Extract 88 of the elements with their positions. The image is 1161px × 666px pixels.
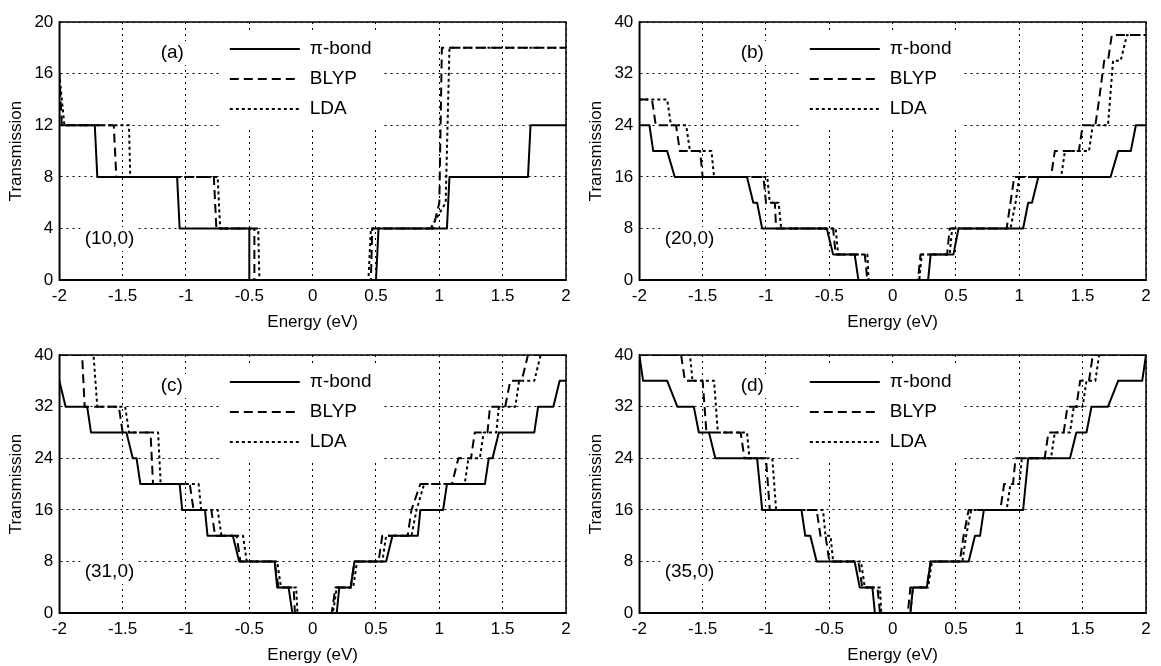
- x-tick-label: -1: [178, 286, 194, 306]
- y-tick-label: 8: [623, 551, 634, 571]
- x-tick-label: 2: [561, 286, 571, 306]
- y-axis-title: Transmission: [5, 433, 25, 535]
- legend-label: π-bond: [889, 370, 952, 392]
- annotation: (20,0): [664, 227, 715, 249]
- x-tick-label: 2: [1141, 286, 1151, 306]
- annotation: (10,0): [84, 227, 135, 249]
- x-tick-label: -2: [51, 286, 67, 306]
- x-tick-label: 2: [561, 619, 571, 639]
- y-tick-label: 8: [623, 218, 634, 238]
- x-tick-label: -2: [51, 619, 67, 639]
- y-tick-label: 16: [614, 499, 634, 519]
- x-tick-label: 0: [307, 619, 318, 639]
- y-tick-label: 24: [614, 114, 634, 134]
- x-tick-label: -0.5: [814, 619, 844, 639]
- y-tick-label: 0: [623, 602, 634, 622]
- x-axis-title: Energy (eV): [847, 645, 939, 665]
- annotation: (a): [160, 41, 184, 63]
- x-tick-label: 0.5: [364, 619, 388, 639]
- y-tick-label: 4: [43, 218, 54, 238]
- y-tick-label: 16: [614, 166, 634, 186]
- x-tick-label: 0: [887, 286, 898, 306]
- x-tick-label: -0.5: [814, 286, 844, 306]
- annotation: (31,0): [84, 560, 135, 582]
- x-tick-label: -1.5: [688, 619, 718, 639]
- y-tick-label: 32: [34, 396, 54, 416]
- x-tick-label: 0.5: [944, 619, 968, 639]
- x-tick-label: 1.5: [1070, 286, 1095, 306]
- y-tick-label: 8: [43, 166, 54, 186]
- x-axis-title: Energy (eV): [267, 312, 359, 332]
- y-tick-label: 24: [34, 447, 54, 467]
- x-tick-label: -1.5: [108, 286, 138, 306]
- legend-label: BLYP: [309, 400, 357, 422]
- annotation: (b): [740, 41, 764, 63]
- x-tick-label: 0: [887, 619, 898, 639]
- y-tick-label: 12: [34, 114, 54, 134]
- x-tick-label: -1.5: [108, 619, 138, 639]
- annotation: (d): [740, 374, 764, 396]
- x-tick-label: 2: [1141, 619, 1151, 639]
- x-tick-label: -1.5: [688, 286, 718, 306]
- y-axis-title: Transmission: [585, 433, 605, 535]
- y-axis-title: Transmission: [5, 100, 25, 202]
- y-tick-label: 16: [34, 63, 54, 83]
- annotation: (35,0): [664, 560, 715, 582]
- x-tick-label: 1: [1014, 286, 1025, 306]
- legend-label: BLYP: [889, 400, 937, 422]
- legend-label: π-bond: [309, 37, 372, 59]
- x-axis-title: Energy (eV): [847, 312, 939, 332]
- y-tick-label: 8: [43, 551, 54, 571]
- legend-label: LDA: [309, 430, 348, 452]
- y-tick-label: 16: [34, 499, 54, 519]
- x-tick-label: -1: [178, 619, 194, 639]
- legend-label: π-bond: [889, 37, 952, 59]
- y-tick-label: 40: [34, 344, 54, 364]
- legend-label: π-bond: [309, 370, 372, 392]
- legend-label: BLYP: [889, 67, 937, 89]
- x-tick-label: 1: [1014, 619, 1025, 639]
- y-tick-label: 20: [34, 11, 54, 31]
- x-tick-label: -0.5: [234, 619, 264, 639]
- x-tick-label: 0: [307, 286, 318, 306]
- x-tick-label: 0.5: [944, 286, 968, 306]
- y-axis-title: Transmission: [585, 100, 605, 202]
- x-tick-label: -2: [631, 286, 647, 306]
- x-tick-label: 1: [434, 286, 445, 306]
- legend-label: BLYP: [309, 67, 357, 89]
- x-tick-label: -0.5: [234, 286, 264, 306]
- y-tick-label: 24: [614, 447, 634, 467]
- y-tick-label: 40: [614, 11, 634, 31]
- legend-label: LDA: [889, 97, 928, 119]
- y-tick-label: 40: [614, 344, 634, 364]
- y-tick-label: 0: [43, 602, 54, 622]
- x-tick-label: -2: [631, 619, 647, 639]
- legend-label: LDA: [309, 97, 348, 119]
- x-tick-label: 1.5: [490, 619, 515, 639]
- y-tick-label: 32: [614, 396, 634, 416]
- y-tick-label: 0: [623, 269, 634, 289]
- x-tick-label: 0.5: [364, 286, 388, 306]
- x-tick-label: -1: [758, 619, 774, 639]
- x-tick-label: 1: [434, 619, 445, 639]
- x-tick-label: 1.5: [1070, 619, 1095, 639]
- y-tick-label: 32: [614, 63, 634, 83]
- legend-label: LDA: [889, 430, 928, 452]
- annotation: (c): [160, 374, 183, 396]
- x-tick-label: 1.5: [490, 286, 515, 306]
- x-tick-label: -1: [758, 286, 774, 306]
- x-axis-title: Energy (eV): [267, 645, 359, 665]
- y-tick-label: 0: [43, 269, 54, 289]
